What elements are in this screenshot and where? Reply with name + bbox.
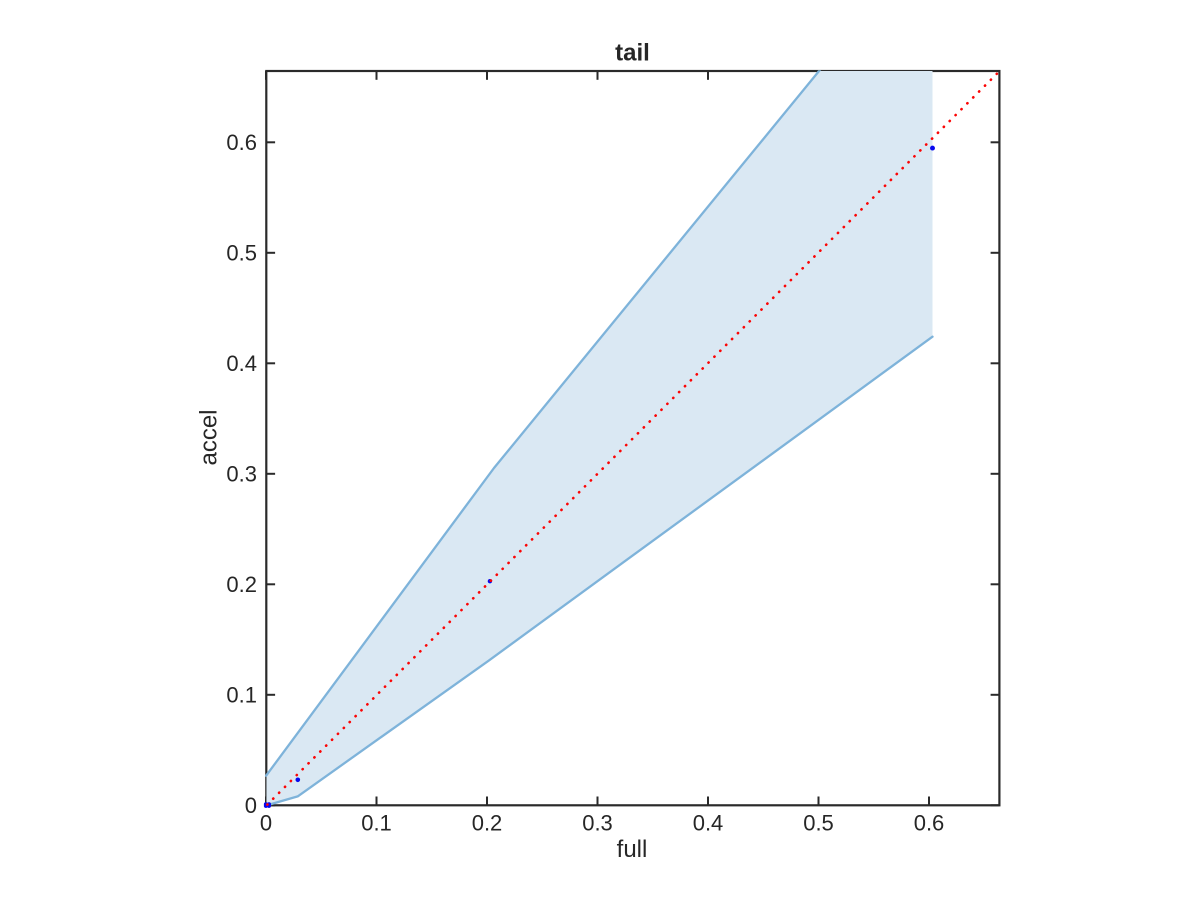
svg-text:0: 0 xyxy=(260,811,272,836)
svg-text:0.1: 0.1 xyxy=(226,683,257,708)
svg-text:0.5: 0.5 xyxy=(803,811,834,836)
svg-text:0.3: 0.3 xyxy=(582,811,613,836)
svg-text:0.5: 0.5 xyxy=(226,241,257,266)
svg-text:full: full xyxy=(617,836,648,863)
svg-text:0.6: 0.6 xyxy=(914,811,945,836)
svg-text:0.4: 0.4 xyxy=(693,811,724,836)
svg-text:0.1: 0.1 xyxy=(361,811,392,836)
svg-text:0.2: 0.2 xyxy=(226,572,257,597)
svg-text:accel: accel xyxy=(196,409,223,465)
svg-text:0.2: 0.2 xyxy=(472,811,503,836)
svg-text:tail: tail xyxy=(615,40,650,67)
svg-text:0: 0 xyxy=(245,793,257,818)
svg-text:0.3: 0.3 xyxy=(226,462,257,487)
svg-text:0.4: 0.4 xyxy=(226,351,257,376)
svg-text:0.6: 0.6 xyxy=(226,130,257,155)
